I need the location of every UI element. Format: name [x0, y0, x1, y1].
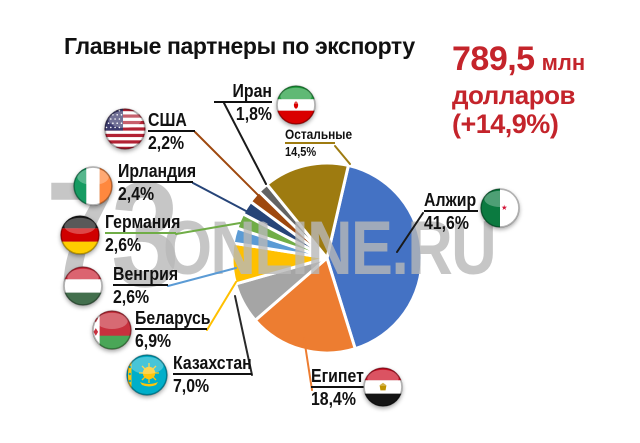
export-total-unit: млн	[541, 50, 586, 75]
label-hungary-underline	[113, 284, 168, 286]
ireland-flag-icon	[73, 166, 113, 211]
label-iran-name: Иран	[232, 81, 272, 101]
pie-slice-others	[265, 161, 350, 260]
label-ireland: Ирландия 2,4%	[118, 161, 197, 204]
label-others-percent: 14,5%	[285, 145, 317, 159]
pie-slice-egypt	[253, 256, 357, 355]
label-others-name: Остальные	[285, 127, 353, 142]
label-belarus: Беларусь 6,9%	[135, 308, 211, 351]
leader-germany	[175, 222, 241, 235]
algeria-flag-icon	[480, 188, 520, 233]
label-belarus-percent: 6,9%	[135, 331, 172, 351]
label-algeria: Алжир 41,6%	[424, 191, 478, 232]
label-hungary: Венгрия 2,6%	[113, 264, 179, 307]
label-egypt: Египет 18,4%	[311, 367, 364, 408]
label-egypt-underline	[311, 386, 364, 388]
label-others: Остальные 14,5%	[285, 127, 353, 159]
usa-flag-icon	[104, 108, 146, 155]
label-others-underline	[285, 142, 335, 144]
label-algeria-name: Алжир	[424, 190, 477, 210]
label-iran-percent: 1,8%	[235, 104, 272, 124]
label-germany: Германия 2,6%	[105, 212, 181, 255]
label-kazakhstan: Казахстан 7,0%	[173, 354, 252, 395]
label-ireland-name: Ирландия	[118, 161, 197, 181]
egypt-flag-icon	[363, 367, 403, 412]
leader-hungary	[167, 267, 237, 287]
export-growth: (+14,9%)	[452, 109, 559, 139]
watermark-online-ru: ONLINE.RU	[163, 206, 497, 291]
label-usa-underline	[148, 130, 195, 132]
label-usa-percent: 2,2%	[148, 133, 185, 153]
label-usa-name: США	[148, 110, 187, 130]
label-hungary-name: Венгрия	[113, 264, 179, 284]
label-ireland-percent: 2,4%	[118, 184, 155, 204]
pie-slice-algeria	[325, 163, 424, 351]
label-kazakhstan-percent: 7,0%	[173, 376, 210, 396]
leader-kazakhstan	[234, 295, 253, 376]
label-egypt-name: Египет	[311, 366, 364, 386]
leader-belarus	[206, 281, 237, 331]
label-kazakhstan-underline	[173, 373, 252, 375]
label-germany-underline	[105, 232, 176, 234]
leader-egypt	[303, 337, 313, 391]
label-belarus-underline	[135, 328, 207, 330]
page-title: Главные партнеры по экспорту	[64, 33, 415, 59]
leader-usa	[194, 131, 284, 221]
label-algeria-percent: 41,6%	[424, 213, 469, 233]
export-total-currency: долларов	[452, 80, 575, 110]
export-total-block: 789,5 млн долларов (+14,9%)	[452, 42, 585, 138]
label-algeria-underline	[424, 210, 478, 212]
label-germany-percent: 2,6%	[105, 235, 142, 255]
iran-flag-icon	[276, 85, 316, 130]
label-ireland-underline	[118, 181, 193, 183]
label-usa: США 2,2%	[148, 111, 195, 152]
kazakhstan-flag-icon	[126, 354, 168, 401]
hungary-flag-icon	[63, 266, 103, 311]
label-iran: Иран 1,8%	[214, 82, 272, 123]
export-total-value: 789,5	[452, 40, 535, 78]
label-hungary-percent: 2,6%	[113, 287, 150, 307]
germany-flag-icon	[60, 215, 100, 260]
belarus-flag-icon	[92, 310, 132, 355]
leader-algeria	[396, 212, 424, 253]
label-egypt-percent: 18,4%	[311, 389, 356, 409]
label-germany-name: Германия	[105, 212, 181, 232]
leader-others	[334, 145, 351, 165]
leader-iran	[223, 102, 267, 185]
label-kazakhstan-name: Казахстан	[173, 353, 252, 373]
leader-ireland	[192, 182, 283, 231]
label-iran-underline	[214, 101, 272, 103]
label-belarus-name: Беларусь	[135, 308, 211, 328]
